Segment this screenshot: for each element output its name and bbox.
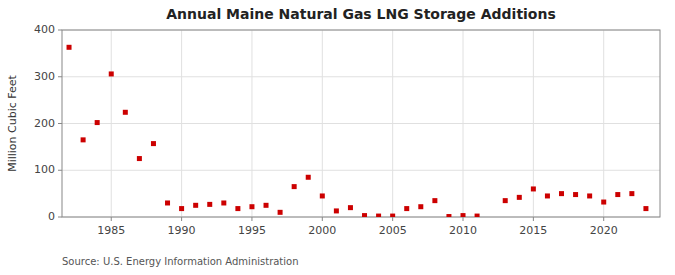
y-tick-label: 100 [34,163,55,176]
plot-background [62,30,660,217]
x-tick [392,217,393,221]
point [81,137,86,142]
point [461,213,466,217]
point [123,110,128,115]
point [517,195,522,200]
point [362,213,367,217]
point [249,204,254,209]
point [334,208,339,213]
point [531,186,536,191]
x-tick-label: 1990 [168,224,196,237]
point [559,191,564,196]
point [503,198,508,203]
point [320,193,325,198]
point [545,193,550,198]
x-tick-label: 2020 [590,224,618,237]
y-axis-label: Million Cubic Feet [6,74,19,171]
grid-line-x [111,30,112,217]
y-tick [58,217,62,218]
x-tick-label: 2015 [519,224,547,237]
point [151,141,156,146]
grid-line-y [62,76,660,77]
grid [62,30,660,217]
x-tick-label: 2005 [379,224,407,237]
point [67,45,72,50]
x-tick-label: 2010 [449,224,477,237]
x-tick-label: 1995 [238,224,266,237]
y-tick-label: 400 [34,23,55,36]
point [165,200,170,205]
grid-line-y [62,170,660,171]
chart-svg: 0 100 200 300 400 1985 1990 1995 2000 2005 2010 201… [0,0,675,275]
y-tick-label: 200 [34,117,55,130]
plot-frame [62,30,660,217]
point [207,202,212,207]
point [348,205,353,210]
x-tick [322,217,323,221]
x-tick [463,217,464,221]
y-tick-label: 300 [34,70,55,83]
grid-line-x [251,30,252,217]
point [292,184,297,189]
axes: 0 100 200 300 400 1985 1990 1995 2000 2005 2010 201… [34,23,618,237]
point [376,214,381,217]
point [109,71,114,76]
y-tick [58,30,62,31]
y-tick-label: 0 [48,210,55,223]
point [264,203,269,208]
point [235,206,240,211]
point [179,206,184,211]
point [446,214,451,217]
point [390,214,395,217]
point [404,206,409,211]
title: Annual Maine Natural Gas LNG Storage Add… [166,6,556,22]
point [615,192,620,197]
y-tick [58,170,62,171]
point [587,193,592,198]
point [418,204,423,209]
point [193,203,198,208]
point [221,200,226,205]
point [601,200,606,205]
point [278,210,283,215]
grid-line-x [181,30,182,217]
source-note: Source: U.S. Energy Information Administ… [62,256,299,267]
chart-container: 0 100 200 300 400 1985 1990 1995 2000 2005 2010 201… [0,0,675,275]
x-tick [111,217,112,221]
y-tick [58,123,62,124]
point [475,214,480,217]
grid-line-x [463,30,464,217]
x-tick [251,217,252,221]
x-tick-label: 2000 [308,224,336,237]
point [432,198,437,203]
point [573,192,578,197]
grid-line-x [392,30,393,217]
x-tick [603,217,604,221]
x-tick-label: 1985 [97,224,125,237]
point [629,191,634,196]
point [95,120,100,125]
x-tick [181,217,182,221]
point [306,175,311,180]
points [67,45,649,217]
grid-line-y [62,123,660,124]
point [137,156,142,161]
grid-line-x [603,30,604,217]
y-tick [58,76,62,77]
point [643,206,648,211]
grid-line-x [322,30,323,217]
x-tick [533,217,534,221]
